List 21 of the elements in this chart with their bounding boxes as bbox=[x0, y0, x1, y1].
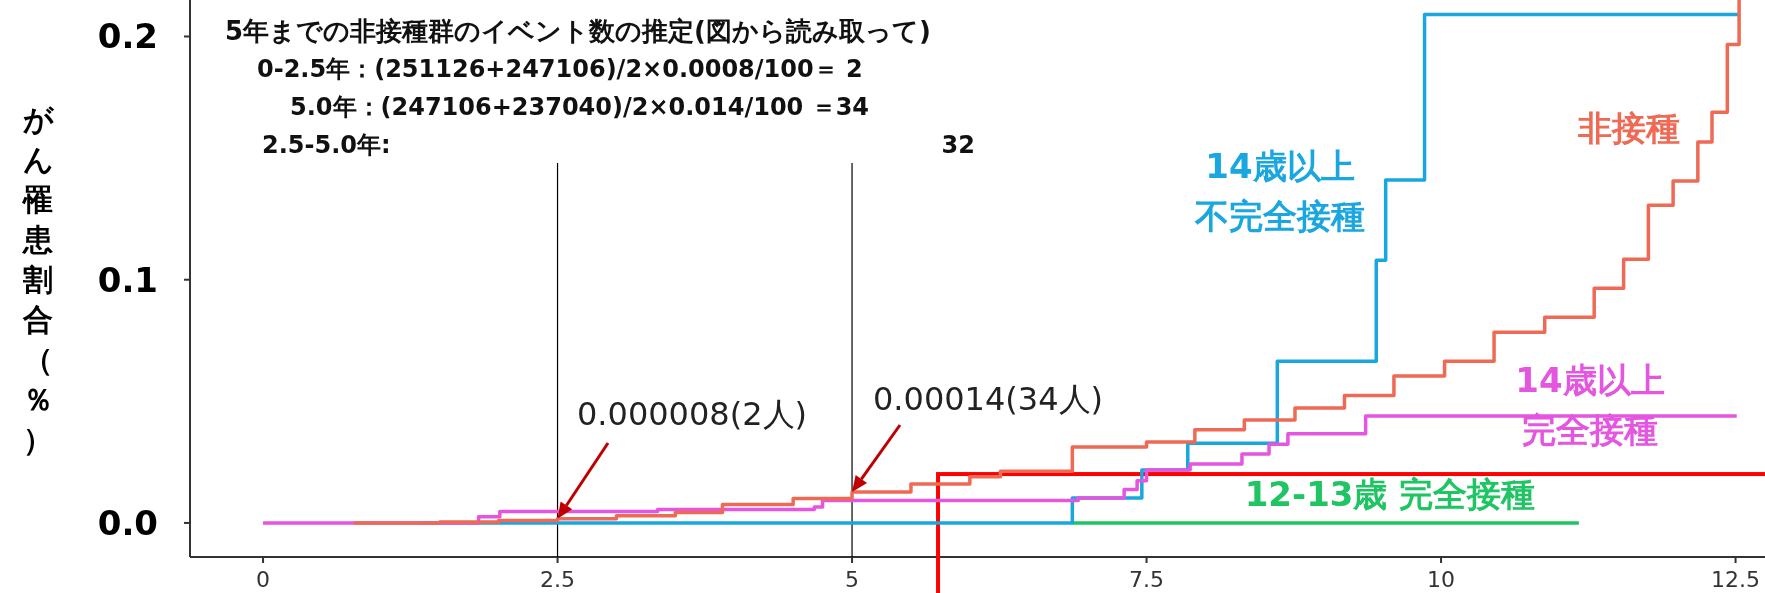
series-label: 12-13歳 完全接種 bbox=[1244, 474, 1536, 514]
y-tick-label: 0.1 bbox=[97, 259, 158, 300]
x-tick-label: 12.5 bbox=[1711, 567, 1761, 592]
series-label: 14歳以上不完全接種 bbox=[1194, 146, 1365, 236]
y-tick-label: 0.2 bbox=[97, 16, 158, 57]
annotation: 2.5-5.0年: bbox=[262, 131, 391, 159]
x-tick-label: 5 bbox=[845, 567, 860, 592]
text: 5年までの非接種群のイベント数の推定(図から読み取って) bbox=[225, 16, 931, 46]
annotation: 0.000008(2人) bbox=[577, 395, 808, 433]
annotation: 0-2.5年：(251126+247106)/2×0.0008/100＝ 2 bbox=[257, 55, 863, 83]
x-tick-label: 2.5 bbox=[540, 567, 576, 592]
x-tick-label: 10 bbox=[1427, 567, 1456, 592]
annotation: 32 bbox=[941, 131, 975, 159]
annotation: 0.00014(34人) bbox=[873, 380, 1104, 418]
y-tick-label: 0.0 bbox=[97, 502, 158, 543]
x-tick-label: 7.5 bbox=[1129, 567, 1165, 592]
annotation: 5.0年：(247106+237040)/2×0.014/100 ＝34 bbox=[290, 93, 870, 121]
series-label: 非接種 bbox=[1577, 108, 1680, 148]
series-label: 14歳以上完全接種 bbox=[1515, 360, 1665, 450]
text: がん罹患割合（％） bbox=[22, 102, 54, 457]
x-tick-label: 0 bbox=[256, 567, 271, 592]
